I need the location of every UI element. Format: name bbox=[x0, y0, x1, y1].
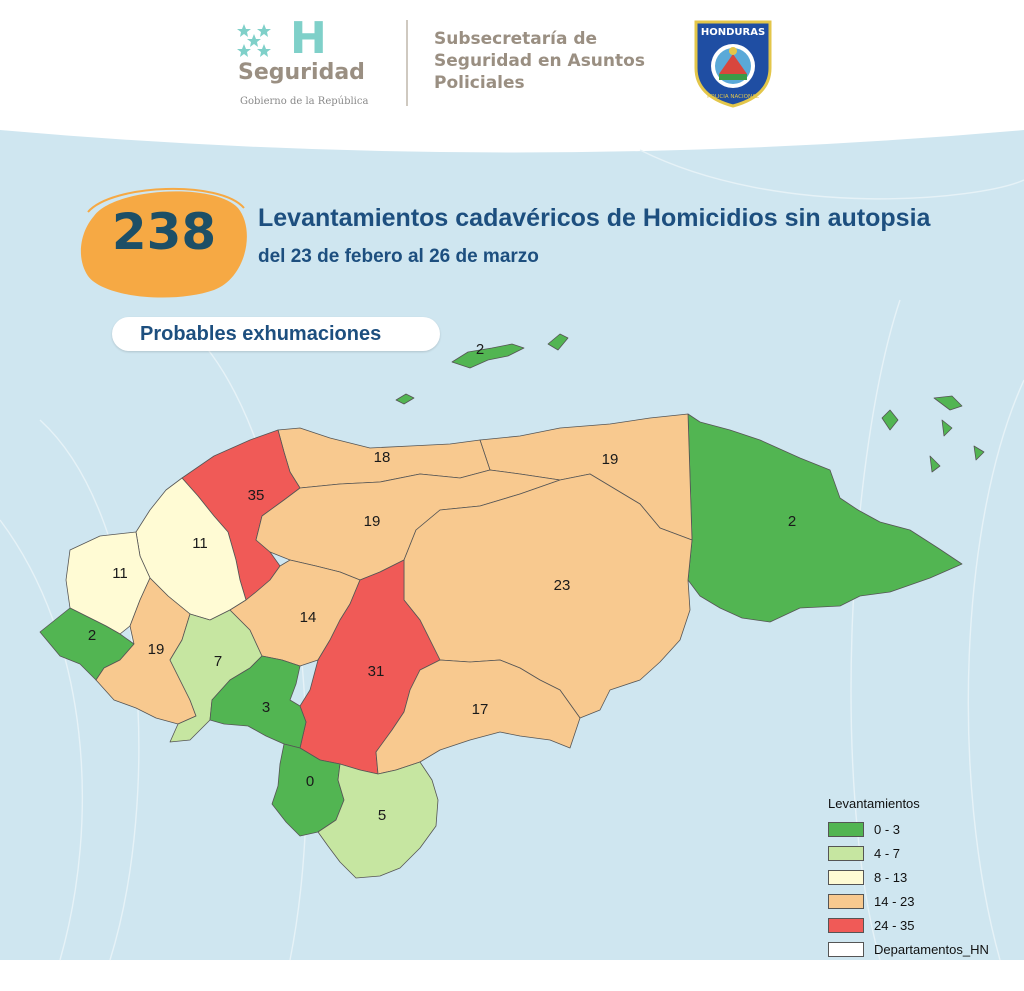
badge-bottom-text: POLICIA NACIONAL bbox=[707, 94, 760, 100]
legend-label: 14 - 23 bbox=[874, 893, 915, 909]
legend-label: 24 - 35 bbox=[874, 917, 915, 933]
legend-item: 24 - 35 bbox=[828, 913, 1008, 937]
exhumations-pill: Probables exhumaciones bbox=[112, 317, 440, 351]
label-valle: 0 bbox=[306, 773, 314, 790]
legend-item: 0 - 3 bbox=[828, 817, 1008, 841]
map-legend: Levantamientos 0 - 3 4 - 7 8 - 13 14 - 23 24… bbox=[828, 796, 1008, 961]
legend-swatch bbox=[828, 845, 864, 861]
subsecretaria-name: Subsecretaría de Seguridad en Asuntos Po… bbox=[434, 29, 645, 93]
legend-label: Departamentos_HN bbox=[874, 941, 989, 957]
legend-item: 8 - 13 bbox=[828, 865, 1008, 889]
label-gracias-a-dios: 2 bbox=[788, 513, 796, 530]
label-copan: 11 bbox=[112, 565, 128, 582]
legend-swatch bbox=[828, 821, 864, 837]
police-badge-icon: HONDURAS POLICIA NACIONAL bbox=[694, 20, 772, 108]
stars-icon bbox=[237, 24, 271, 57]
total-count: 238 bbox=[111, 203, 217, 261]
legend-label: 8 - 13 bbox=[874, 869, 908, 885]
label-choluteca: 5 bbox=[378, 807, 386, 824]
legend-item: 4 - 7 bbox=[828, 841, 1008, 865]
legend-item: 14 - 23 bbox=[828, 889, 1008, 913]
label-atlantida: 18 bbox=[374, 449, 391, 466]
header-divider bbox=[406, 20, 408, 106]
headline-subtitle: del 23 de febero al 26 de marzo bbox=[258, 246, 539, 267]
header: H Seguridad Gobierno de la República Sub… bbox=[0, 0, 1024, 150]
headline-title: Levantamientos cadavéricos de Homicidios… bbox=[258, 204, 931, 232]
label-francisco-morazan: 31 bbox=[368, 663, 385, 680]
legend-label: 0 - 3 bbox=[874, 821, 901, 837]
brand-name: Seguridad bbox=[238, 60, 365, 85]
legend-title: Levantamientos bbox=[828, 796, 920, 811]
label-yoro: 19 bbox=[364, 513, 381, 530]
legend-swatch bbox=[828, 893, 864, 909]
label-santa-barbara: 11 bbox=[192, 535, 208, 552]
exhumations-label: Probables exhumaciones bbox=[140, 323, 382, 345]
label-lempira: 19 bbox=[148, 641, 165, 658]
brand-letter: H bbox=[290, 13, 327, 64]
label-ocotepeque: 2 bbox=[88, 627, 96, 644]
dept-el-paraiso bbox=[375, 659, 581, 775]
label-la-paz: 3 bbox=[262, 699, 270, 716]
legend-label: 4 - 7 bbox=[874, 845, 901, 861]
label-colon: 19 bbox=[602, 451, 619, 468]
label-intibuca: 7 bbox=[214, 653, 222, 670]
legend-swatch bbox=[828, 941, 864, 957]
label-el-paraiso: 17 bbox=[472, 701, 489, 718]
label-comayagua: 14 bbox=[300, 609, 317, 626]
brand-subtitle: Gobierno de la República bbox=[240, 96, 369, 107]
label-olancho: 23 bbox=[554, 577, 571, 594]
total-highlight-blob bbox=[80, 188, 247, 298]
dept-islas-de-la-bahia bbox=[395, 333, 569, 405]
badge-top-text: HONDURAS bbox=[701, 27, 765, 38]
dept-gracias-a-dios bbox=[687, 395, 985, 623]
label-cortes: 35 bbox=[248, 487, 265, 504]
legend-swatch bbox=[828, 869, 864, 885]
dept-choluteca bbox=[317, 761, 439, 879]
legend-swatch bbox=[828, 917, 864, 933]
legend-item: Departamentos_HN bbox=[828, 937, 1008, 961]
label-islas: 2 bbox=[476, 341, 484, 358]
